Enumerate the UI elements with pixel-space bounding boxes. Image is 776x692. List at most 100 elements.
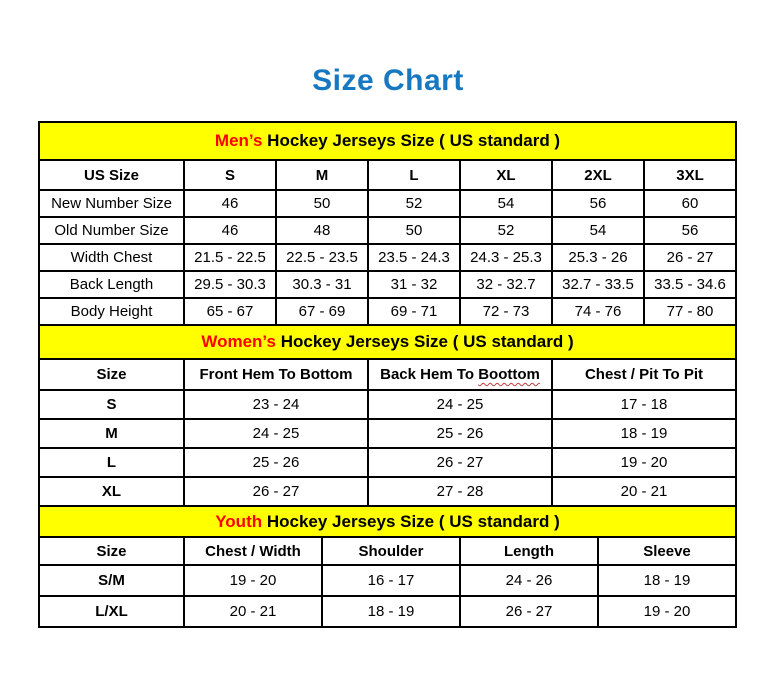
womens-value-cell: 24 - 25 — [183, 418, 369, 449]
youth-row-label: S/M — [38, 564, 185, 597]
mens-value-cell: 67 - 69 — [275, 297, 369, 326]
mens-value-cell: 69 - 71 — [367, 297, 461, 326]
youth-value-cell: 26 - 27 — [459, 595, 599, 628]
womens-value-cell: 26 - 27 — [183, 476, 369, 507]
mens-column-header: US Size — [38, 159, 185, 191]
mens-value-cell: 22.5 - 23.5 — [275, 243, 369, 272]
womens-table: Size Front Hem To Bottom Back Hem To Boott… — [38, 358, 737, 507]
mens-row: New Number Size 46 50 52 54 56 60 — [38, 189, 737, 218]
womens-section-highlight: Women’s — [201, 332, 276, 351]
mens-value-cell: 56 — [643, 216, 737, 245]
mens-column-header: M — [275, 159, 369, 191]
womens-row: XL 26 - 27 27 - 28 20 - 21 — [38, 476, 737, 507]
mens-value-cell: 31 - 32 — [367, 270, 461, 299]
mens-value-cell: 25.3 - 26 — [551, 243, 645, 272]
womens-section-heading-text: Hockey Jerseys Size ( US standard ) — [275, 332, 574, 351]
mens-value-cell: 26 - 27 — [643, 243, 737, 272]
mens-value-cell: 24.3 - 25.3 — [459, 243, 553, 272]
womens-row-label: XL — [38, 476, 185, 507]
youth-header-row: Size Chest / Width Shoulder Length Sleeve — [38, 536, 737, 566]
womens-row: L 25 - 26 26 - 27 19 - 20 — [38, 447, 737, 478]
womens-column-header: Front Hem To Bottom — [183, 358, 369, 391]
mens-row: Old Number Size 46 48 50 52 54 56 — [38, 216, 737, 245]
mens-value-cell: 52 — [459, 216, 553, 245]
womens-value-cell: 25 - 26 — [183, 447, 369, 478]
youth-value-cell: 18 - 19 — [597, 564, 737, 597]
mens-value-cell: 54 — [551, 216, 645, 245]
youth-row-label: L/XL — [38, 595, 185, 628]
womens-column-header: Back Hem To Boottom — [367, 358, 553, 391]
womens-column-header-text: Back Hem To — [380, 366, 479, 383]
mens-column-header: L — [367, 159, 461, 191]
mens-value-cell: 46 — [183, 216, 277, 245]
youth-section-highlight: Youth — [215, 511, 263, 531]
youth-column-header: Length — [459, 536, 599, 566]
mens-column-header: 2XL — [551, 159, 645, 191]
womens-value-cell: 23 - 24 — [183, 389, 369, 420]
womens-value-cell: 19 - 20 — [551, 447, 737, 478]
mens-value-cell: 21.5 - 22.5 — [183, 243, 277, 272]
page-title: Size Chart — [312, 64, 464, 97]
womens-section-header: Women’s Hockey Jerseys Size ( US standar… — [38, 324, 737, 360]
womens-value-cell: 18 - 19 — [551, 418, 737, 449]
mens-column-header: 3XL — [643, 159, 737, 191]
mens-column-header: XL — [459, 159, 553, 191]
mens-value-cell: 54 — [459, 189, 553, 218]
youth-table: Size Chest / Width Shoulder Length Sleeve S/M… — [38, 536, 737, 628]
misspelled-word: Boottom — [478, 366, 540, 383]
mens-row-label: Body Height — [38, 297, 185, 326]
womens-row: S 23 - 24 24 - 25 17 - 18 — [38, 389, 737, 420]
mens-value-cell: 65 - 67 — [183, 297, 277, 326]
youth-row: L/XL 20 - 21 18 - 19 26 - 27 19 - 20 — [38, 595, 737, 628]
mens-value-cell: 29.5 - 30.3 — [183, 270, 277, 299]
mens-value-cell: 52 — [367, 189, 461, 218]
womens-row-label: L — [38, 447, 185, 478]
womens-column-header: Size — [38, 358, 185, 391]
mens-row: Body Height 65 - 67 67 - 69 69 - 71 72 - 73 7… — [38, 297, 737, 326]
mens-value-cell: 48 — [275, 216, 369, 245]
mens-value-cell: 72 - 73 — [459, 297, 553, 326]
mens-value-cell: 46 — [183, 189, 277, 218]
womens-value-cell: 20 - 21 — [551, 476, 737, 507]
youth-column-header: Shoulder — [321, 536, 461, 566]
mens-value-cell: 50 — [275, 189, 369, 218]
mens-value-cell: 74 - 76 — [551, 297, 645, 326]
womens-value-cell: 27 - 28 — [367, 476, 553, 507]
youth-section-heading-text: Hockey Jerseys Size ( US standard ) — [262, 511, 560, 531]
youth-value-cell: 16 - 17 — [321, 564, 461, 597]
womens-row-label: M — [38, 418, 185, 449]
mens-value-cell: 32.7 - 33.5 — [551, 270, 645, 299]
youth-section-header: Youth Hockey Jerseys Size ( US standard … — [38, 505, 737, 538]
youth-value-cell: 19 - 20 — [597, 595, 737, 628]
mens-row-label: Back Length — [38, 270, 185, 299]
mens-row-label: Old Number Size — [38, 216, 185, 245]
womens-row-label: S — [38, 389, 185, 420]
mens-value-cell: 33.5 - 34.6 — [643, 270, 737, 299]
womens-value-cell: 25 - 26 — [367, 418, 553, 449]
mens-row-label: Width Chest — [38, 243, 185, 272]
youth-value-cell: 20 - 21 — [183, 595, 323, 628]
mens-value-cell: 50 — [367, 216, 461, 245]
youth-value-cell: 19 - 20 — [183, 564, 323, 597]
youth-row: S/M 19 - 20 16 - 17 24 - 26 18 - 19 — [38, 564, 737, 597]
womens-header-row: Size Front Hem To Bottom Back Hem To Boott… — [38, 358, 737, 391]
youth-value-cell: 18 - 19 — [321, 595, 461, 628]
youth-value-cell: 24 - 26 — [459, 564, 599, 597]
mens-section-highlight: Men’s — [214, 131, 263, 150]
mens-section-heading-text: Hockey Jerseys Size ( US standard ) — [262, 131, 561, 150]
mens-header-row: US Size S M L XL 2XL 3XL — [38, 159, 737, 191]
mens-section-header: Men’s Hockey Jerseys Size ( US standard … — [38, 121, 737, 161]
mens-row: Width Chest 21.5 - 22.5 22.5 - 23.5 23.5 - … — [38, 243, 737, 272]
mens-column-header: S — [183, 159, 277, 191]
mens-value-cell: 60 — [643, 189, 737, 218]
womens-value-cell: 17 - 18 — [551, 389, 737, 420]
womens-value-cell: 24 - 25 — [367, 389, 553, 420]
mens-value-cell: 56 — [551, 189, 645, 218]
size-chart-tables: Men’s Hockey Jerseys Size ( US standard … — [38, 121, 737, 628]
mens-row-label: New Number Size — [38, 189, 185, 218]
mens-row: Back Length 29.5 - 30.3 30.3 - 31 31 - 32 32… — [38, 270, 737, 299]
mens-value-cell: 77 - 80 — [643, 297, 737, 326]
mens-value-cell: 23.5 - 24.3 — [367, 243, 461, 272]
youth-column-header: Sleeve — [597, 536, 737, 566]
